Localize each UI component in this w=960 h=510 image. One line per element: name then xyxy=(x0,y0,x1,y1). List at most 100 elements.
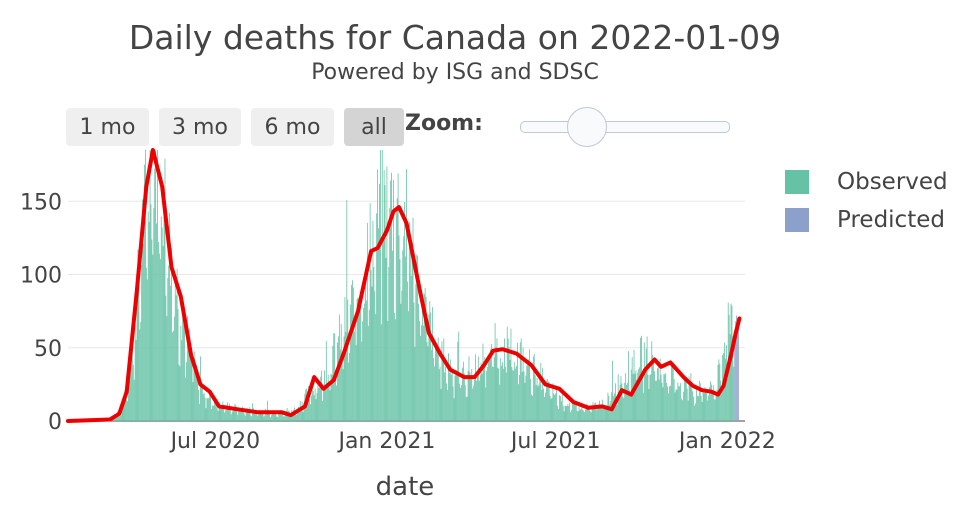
observed-bar xyxy=(647,374,649,421)
observed-bar xyxy=(132,364,134,421)
observed-bar xyxy=(392,250,393,421)
observed-bar xyxy=(240,408,241,421)
observed-bar xyxy=(683,391,684,421)
observed-bar xyxy=(325,340,327,421)
observed-bar xyxy=(690,373,692,421)
observed-bar xyxy=(374,291,376,421)
observed-bar xyxy=(356,298,358,421)
observed-bar xyxy=(287,411,289,421)
observed-bar xyxy=(546,379,548,421)
observed-bar xyxy=(361,341,363,421)
observed-bar xyxy=(453,398,455,421)
observed-bar xyxy=(527,364,529,421)
observed-bar xyxy=(707,400,709,421)
observed-bar xyxy=(485,387,487,421)
observed-bar xyxy=(636,379,638,421)
observed-bar xyxy=(549,395,551,421)
observed-bar xyxy=(646,336,648,421)
observed-bar xyxy=(664,374,666,421)
observed-bar xyxy=(172,332,173,421)
range-button-3mo[interactable]: 3 mo xyxy=(159,108,241,146)
range-button-6mo[interactable]: 6 mo xyxy=(251,108,334,146)
observed-bar xyxy=(214,404,216,421)
observed-bar xyxy=(508,347,510,421)
observed-bar xyxy=(227,402,228,421)
observed-bar xyxy=(694,405,696,421)
observed-bar xyxy=(649,374,651,421)
observed-bar xyxy=(116,413,117,421)
observed-bar xyxy=(703,393,705,421)
observed-bar xyxy=(261,411,263,421)
observed-bar xyxy=(716,389,718,421)
observed-bar xyxy=(653,359,655,421)
observed-bar xyxy=(292,412,294,421)
observed-bar xyxy=(162,245,164,421)
observed-bar xyxy=(379,183,380,421)
range-button-all[interactable]: all xyxy=(344,108,404,146)
observed-bar xyxy=(717,364,719,421)
observed-bar xyxy=(529,349,530,421)
observed-bar xyxy=(630,369,632,421)
observed-bar xyxy=(207,398,209,421)
observed-bar xyxy=(203,392,205,421)
observed-bar xyxy=(380,324,382,421)
observed-bar xyxy=(528,359,530,421)
observed-bar xyxy=(269,411,270,421)
observed-bar xyxy=(360,296,362,421)
observed-bar xyxy=(598,404,599,421)
observed-bar xyxy=(473,385,475,421)
observed-bar xyxy=(345,331,347,421)
observed-bar xyxy=(579,410,581,421)
observed-bar xyxy=(299,401,301,421)
observed-bar xyxy=(555,393,557,421)
observed-bar xyxy=(685,378,687,421)
observed-bar xyxy=(280,413,282,421)
legend-label-predicted: Predicted xyxy=(837,207,945,233)
observed-bar xyxy=(250,415,252,421)
observed-bar xyxy=(451,370,453,421)
observed-bar xyxy=(286,407,288,421)
legend-item-observed[interactable]: Observed xyxy=(785,169,948,195)
range-button-1mo[interactable]: 1 mo xyxy=(66,108,149,146)
observed-bar xyxy=(348,362,350,421)
legend-item-predicted[interactable]: Predicted xyxy=(785,207,945,233)
observed-bar xyxy=(592,402,594,421)
observed-bar xyxy=(382,237,384,421)
observed-bar xyxy=(493,357,495,421)
observed-bar xyxy=(128,377,130,421)
observed-bar xyxy=(682,400,683,421)
observed-bar xyxy=(662,387,664,421)
observed-bar xyxy=(418,303,420,421)
observed-bar xyxy=(140,322,142,421)
observed-bar xyxy=(305,389,307,421)
observed-bar xyxy=(668,393,669,421)
observed-bar xyxy=(520,338,522,421)
observed-bar xyxy=(408,221,410,421)
observed-bar xyxy=(224,412,226,421)
observed-bar xyxy=(637,372,639,421)
observed-bar xyxy=(537,386,539,421)
observed-bar xyxy=(388,267,390,421)
observed-bar xyxy=(519,342,521,421)
zoom-slider-rail[interactable] xyxy=(520,121,730,133)
observed-bar xyxy=(693,396,695,421)
observed-bar xyxy=(230,414,232,421)
observed-bar xyxy=(125,393,127,421)
observed-bar xyxy=(369,203,371,421)
observed-bar xyxy=(466,396,468,421)
observed-bar xyxy=(155,150,157,421)
observed-bar xyxy=(600,404,602,421)
observed-bar xyxy=(329,390,331,421)
observed-bar xyxy=(193,365,195,421)
observed-bar xyxy=(681,398,682,421)
observed-bar xyxy=(252,403,254,421)
observed-bar xyxy=(609,404,611,421)
zoom-slider-thumb[interactable] xyxy=(567,107,607,147)
observed-bar xyxy=(449,359,451,421)
observed-bar xyxy=(435,342,437,421)
observed-bar xyxy=(568,405,570,421)
observed-bar xyxy=(192,382,194,421)
observed-bar xyxy=(141,265,143,421)
observed-bar xyxy=(476,376,478,421)
observed-bar xyxy=(711,384,712,421)
